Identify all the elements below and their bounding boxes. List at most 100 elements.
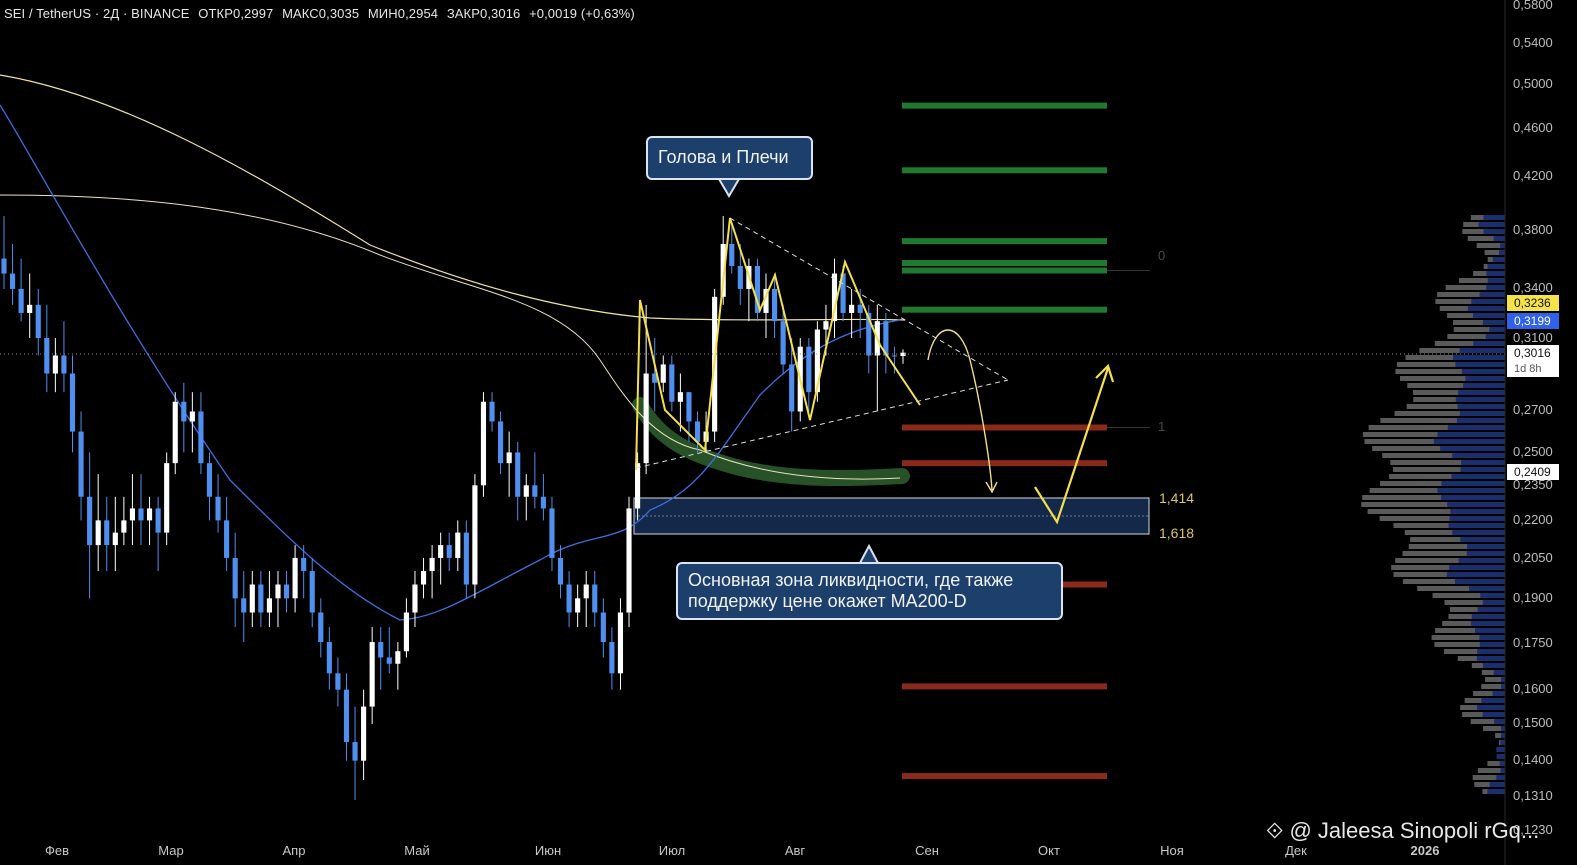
volume-bar-value-area (1479, 635, 1505, 640)
fib-level-red (902, 424, 1107, 431)
candle-body (669, 364, 675, 402)
candle-body (540, 496, 546, 509)
candle-body (386, 657, 392, 664)
volume-bar (1372, 446, 1505, 451)
candle-body (643, 373, 649, 464)
candle-body (780, 321, 786, 365)
volume-bar (1391, 565, 1505, 570)
candle-body (206, 463, 213, 497)
fib-label-1: 1 (1158, 419, 1165, 434)
volume-bar-value-area (1446, 572, 1505, 577)
volume-bar-value-area (1450, 509, 1505, 514)
candle-body (600, 612, 606, 643)
volume-bar-value-area (1473, 341, 1505, 346)
volume-bar-value-area (1456, 418, 1505, 423)
volume-bar-value-area (1452, 453, 1505, 458)
fib-level-green (902, 306, 1107, 313)
candle-body (429, 557, 435, 572)
candle-body (438, 545, 444, 558)
candle-body (69, 373, 76, 432)
candle-body (335, 673, 341, 690)
volume-bar (1453, 320, 1505, 325)
volume-bar (1402, 551, 1505, 556)
candle-body (652, 373, 658, 383)
candle-body (361, 706, 367, 761)
volume-bar (1393, 467, 1505, 472)
head-shoulders-callout: Голова и Плечи (646, 136, 813, 180)
volume-bar (1444, 600, 1505, 605)
candle-body (292, 557, 298, 599)
volume-bar (1380, 418, 1505, 423)
fib-level-red (902, 460, 1107, 467)
candle-body (395, 651, 401, 664)
ma-light (0, 194, 901, 480)
volume-bar-value-area (1461, 460, 1505, 465)
volume-bar-value-area (1459, 348, 1505, 353)
y-tick-label: 0,5400 (1513, 35, 1553, 50)
watermark-text: @ Jaleesa Sinopoli rGq... (1289, 818, 1540, 843)
volume-bar-value-area (1454, 579, 1505, 584)
candle-body (840, 273, 846, 313)
x-tick-label: Мар (158, 843, 183, 858)
volume-bar-value-area (1467, 306, 1505, 311)
volume-bar (1458, 278, 1505, 283)
volume-bar-value-area (1433, 439, 1505, 444)
volume-bar-value-area (1480, 593, 1505, 598)
candle-body (592, 584, 598, 613)
volume-bar (1410, 537, 1505, 542)
volume-bar (1396, 362, 1505, 367)
candle-body (566, 584, 572, 613)
candle-body (27, 304, 33, 313)
volume-bar-value-area (1482, 320, 1505, 325)
y-tick-label: 0,4200 (1513, 168, 1553, 183)
candle-body (575, 598, 581, 613)
volume-bar (1434, 341, 1505, 346)
green-support-band (632, 397, 910, 487)
forecast-zigzag (1034, 367, 1110, 525)
volume-bar (1362, 432, 1505, 437)
volume-bar-value-area (1501, 684, 1505, 689)
volume-bar-value-area (1458, 558, 1505, 563)
triangle-lower (635, 379, 1009, 469)
volume-bar (1445, 285, 1505, 290)
fib-level-green (902, 102, 1107, 109)
candle-body (112, 532, 118, 546)
x-tick-label: Июн (535, 843, 561, 858)
price-tag-countdown: 1d 8h (1507, 361, 1559, 377)
y-tick-label: 0,2350 (1513, 477, 1553, 492)
volume-bar-value-area (1465, 376, 1505, 381)
volume-bar-value-area (1449, 565, 1505, 570)
volume-bar-value-area (1501, 733, 1505, 738)
volume-bar-value-area (1489, 327, 1505, 332)
candle-body (352, 742, 358, 761)
volume-bar-value-area (1440, 446, 1505, 451)
projection-arrow-head-down (985, 481, 998, 494)
volume-bar-value-area (1501, 677, 1505, 682)
y-tick-label: 0,2050 (1513, 550, 1553, 565)
candle-body (617, 612, 624, 674)
volume-bar (1453, 327, 1505, 332)
candle-body (660, 364, 666, 383)
candle-body (241, 598, 247, 613)
price-tag-last: 0,3016 (1507, 345, 1559, 361)
candle-body (609, 642, 615, 674)
price-tag-ma-yellow: 0,3236 (1507, 295, 1559, 311)
volume-bar-value-area (1485, 334, 1505, 339)
volume-bar-value-area (1476, 656, 1505, 661)
y-tick-label: 0,2500 (1513, 444, 1553, 459)
fib-label-1414: 1,414 (1159, 490, 1194, 506)
volume-bar (1417, 586, 1505, 591)
y-tick-label: 0,1600 (1513, 681, 1553, 696)
candle-body (301, 557, 307, 572)
x-tick-label: Ноя (1160, 843, 1184, 858)
callout-pointer-hs (717, 178, 741, 198)
volume-bar-value-area (1499, 761, 1505, 766)
candle-body (489, 401, 495, 422)
volume-bar (1390, 460, 1505, 465)
volume-bar (1447, 334, 1505, 339)
volume-bar-value-area (1441, 481, 1505, 486)
candle-body (823, 321, 829, 330)
liquidity-text-line2: поддержку цене окажет MA200-D (688, 591, 967, 611)
candle-body (737, 265, 743, 289)
